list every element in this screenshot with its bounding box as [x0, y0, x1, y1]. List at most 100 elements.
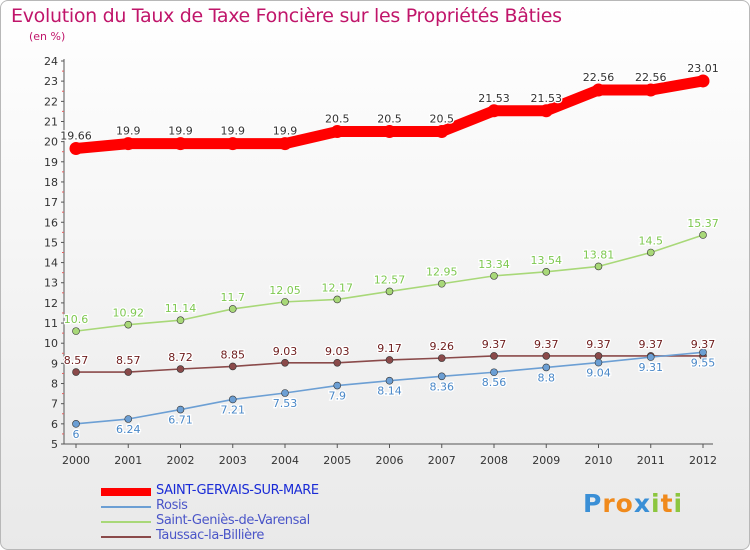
data-label: 6.24 — [116, 423, 141, 436]
data-point — [124, 320, 133, 329]
x-tick-label: 2009 — [532, 454, 560, 467]
data-label: 20.5 — [430, 113, 455, 126]
logo-letter: x — [633, 489, 651, 518]
data-point — [176, 316, 185, 325]
data-point — [490, 368, 498, 377]
chart-unit-label: (en %) — [29, 30, 66, 43]
data-label: 9.31 — [639, 361, 664, 374]
data-label: 8.8 — [538, 371, 556, 384]
data-point — [696, 74, 710, 88]
y-tick-label: 14 — [44, 257, 58, 270]
x-tick-label: 2010 — [585, 454, 613, 467]
data-label: 8.57 — [64, 354, 89, 367]
data-label: 7.9 — [329, 390, 347, 403]
data-label: 9.37 — [586, 338, 611, 351]
x-tick-label: 2012 — [689, 454, 717, 467]
data-point — [385, 356, 394, 364]
data-label: 19.9 — [273, 125, 298, 138]
data-point — [594, 262, 603, 271]
data-label: 21.53 — [478, 92, 510, 105]
data-point — [174, 137, 187, 151]
y-tick-label: 6 — [51, 418, 58, 431]
data-label: 9.55 — [691, 356, 716, 369]
y-tick-label: 24 — [44, 55, 58, 68]
legend-swatch — [101, 536, 151, 538]
y-tick-label: 19 — [44, 156, 58, 169]
x-tick-label: 2007 — [428, 454, 456, 467]
data-point — [539, 104, 553, 118]
logo-letter: o — [615, 489, 634, 518]
data-point — [699, 231, 707, 239]
legend-label: Taussac-la-Billière — [156, 528, 264, 543]
data-label: 13.81 — [583, 248, 615, 261]
y-tick-label: 17 — [44, 196, 58, 209]
x-tick-label: 2000 — [62, 454, 90, 467]
data-label: 12.05 — [269, 284, 301, 297]
data-point — [437, 354, 446, 362]
data-point — [385, 376, 394, 385]
data-label: 8.56 — [482, 376, 507, 389]
data-point — [435, 125, 449, 139]
data-label: 9.03 — [273, 345, 298, 358]
data-label: 12.95 — [426, 266, 458, 279]
chart-title: Evolution du Taux de Taxe Foncière sur l… — [11, 5, 562, 27]
data-label: 19.9 — [116, 125, 141, 138]
data-label: 19.66 — [60, 129, 92, 142]
data-label: 10.92 — [113, 307, 145, 320]
data-point — [176, 365, 185, 373]
data-label: 11.14 — [165, 302, 197, 315]
data-label: 12.57 — [374, 273, 406, 286]
data-label: 22.56 — [583, 71, 615, 84]
data-point — [542, 363, 551, 372]
data-label: 20.5 — [377, 113, 402, 126]
data-point — [646, 248, 655, 257]
data-point — [644, 83, 658, 97]
y-tick-label: 21 — [44, 115, 58, 128]
data-point — [69, 141, 83, 155]
data-point — [592, 83, 605, 97]
data-label: 7.53 — [273, 397, 298, 410]
data-label: 14.5 — [639, 235, 664, 248]
legend-label: SAINT-GERVAIS-SUR-MARE — [156, 483, 319, 498]
data-point — [228, 305, 237, 313]
x-tick-label: 2004 — [271, 454, 299, 467]
data-point — [333, 295, 342, 304]
x-tick-label: 2006 — [376, 454, 404, 467]
y-tick-label: 9 — [51, 357, 58, 370]
data-label: 7.21 — [221, 403, 246, 416]
data-point — [385, 287, 394, 296]
data-point — [594, 352, 603, 360]
x-tick-label: 2003 — [219, 454, 247, 467]
legend-swatch — [101, 521, 151, 523]
data-point — [281, 358, 289, 367]
data-label: 19.9 — [221, 125, 246, 138]
data-point — [121, 137, 135, 151]
x-tick-label: 2001 — [114, 454, 142, 467]
data-point — [542, 352, 551, 360]
logo-letter: i — [651, 489, 661, 518]
y-tick-label: 23 — [44, 75, 58, 88]
data-label: 8.85 — [221, 348, 246, 361]
data-point — [437, 372, 446, 381]
legend-swatch — [101, 506, 151, 508]
data-point — [226, 137, 240, 151]
y-tick-label: 13 — [44, 277, 58, 290]
data-point — [542, 268, 551, 276]
data-point — [278, 137, 292, 151]
data-point — [333, 358, 342, 367]
y-tick-label: 8 — [51, 378, 58, 391]
y-tick-label: 11 — [44, 317, 58, 330]
data-point — [330, 125, 344, 139]
legend-swatch — [101, 488, 151, 496]
data-label: 23.01 — [687, 62, 719, 75]
data-label: 9.04 — [586, 367, 611, 380]
x-tick-label: 2008 — [480, 454, 508, 467]
y-tick-label: 5 — [51, 438, 58, 451]
data-point — [281, 298, 289, 306]
data-point — [699, 348, 707, 357]
data-point — [72, 420, 80, 428]
y-tick-label: 16 — [44, 216, 58, 229]
data-label: 11.7 — [221, 291, 246, 304]
logo-letter: r — [602, 489, 616, 518]
